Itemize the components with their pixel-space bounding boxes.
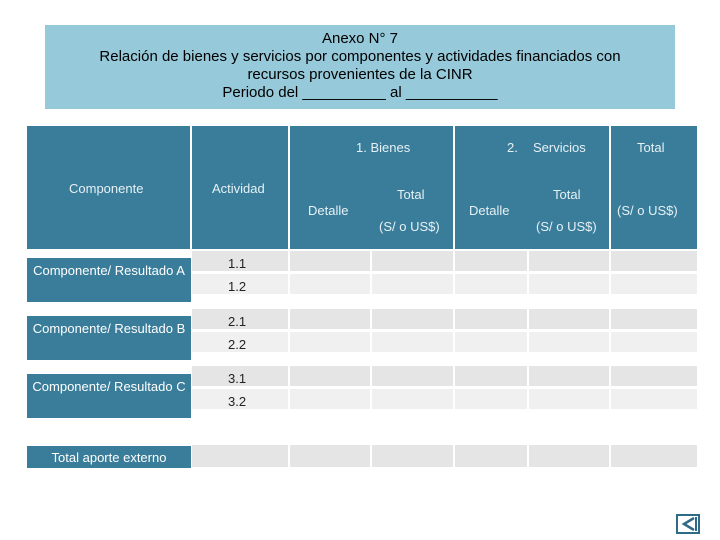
table-cell	[529, 332, 609, 352]
title-line-4: Periodo del __________ al ___________	[222, 84, 498, 101]
table-cell	[372, 309, 453, 329]
table-cell	[372, 366, 453, 386]
table-cell	[290, 309, 370, 329]
table-cell	[529, 309, 609, 329]
row-label-a: Componente/ Resultado A	[27, 258, 191, 302]
header-servicios-number: 2.	[507, 140, 518, 155]
header-servicios-total: Total	[553, 187, 581, 202]
table-cell	[372, 274, 453, 294]
header-total: Total	[637, 140, 665, 155]
header-actividad: Actividad	[212, 181, 265, 196]
back-arrow-icon[interactable]	[676, 514, 700, 534]
header-divider	[453, 126, 455, 249]
header-servicios-unit: (S/ o US$)	[536, 219, 597, 234]
activity-code: 1.1	[228, 256, 247, 271]
table-cell	[529, 274, 609, 294]
table-cell	[192, 332, 288, 352]
activity-code: 2.1	[228, 314, 247, 329]
table-cell	[611, 251, 697, 271]
table-cell	[529, 251, 609, 271]
table-cell	[192, 445, 288, 467]
table-cell	[290, 332, 370, 352]
table-cell	[192, 389, 288, 409]
activity-code: 3.2	[228, 394, 247, 409]
table-cell	[611, 389, 697, 409]
header-divider	[609, 126, 611, 249]
row-label-total: Total aporte externo	[27, 446, 191, 468]
table-cell	[192, 274, 288, 294]
table-header	[27, 126, 697, 249]
title-line-3: recursos provenientes de la CINR	[247, 66, 473, 83]
table-cell	[372, 251, 453, 271]
table-cell	[529, 389, 609, 409]
table-cell	[192, 366, 288, 386]
table-cell	[372, 389, 453, 409]
table-cell	[290, 274, 370, 294]
table-cell	[529, 366, 609, 386]
table-cell	[372, 332, 453, 352]
table-cell	[611, 309, 697, 329]
header-bienes-detalle: Detalle	[308, 203, 349, 218]
table-cell	[372, 445, 453, 467]
row-label-b: Componente/ Resultado B	[27, 316, 191, 360]
row-label-c: Componente/ Resultado C	[27, 374, 191, 418]
table-cell	[455, 274, 527, 294]
header-servicios: Servicios	[533, 140, 586, 155]
table-cell	[290, 445, 370, 467]
table-cell	[611, 366, 697, 386]
table-cell	[455, 309, 527, 329]
table-cell	[455, 445, 527, 467]
activity-code: 2.2	[228, 337, 247, 352]
table-cell	[290, 366, 370, 386]
header-total-unit: (S/ o US$)	[617, 203, 678, 218]
table-cell	[529, 445, 609, 467]
header-divider	[190, 126, 192, 249]
table-cell	[611, 332, 697, 352]
title-line-2: Relación de bienes y servicios por compo…	[99, 48, 621, 65]
table-cell	[290, 251, 370, 271]
header-divider	[288, 126, 290, 249]
table-cell	[290, 389, 370, 409]
header-servicios-detalle: Detalle	[469, 203, 510, 218]
header-bienes-total: Total	[397, 187, 425, 202]
activity-code: 3.1	[228, 371, 247, 386]
header-bienes: 1. Bienes	[356, 140, 411, 155]
table-cell	[611, 274, 697, 294]
table-cell	[192, 309, 288, 329]
table-cell	[192, 251, 288, 271]
header-bienes-unit: (S/ o US$)	[379, 219, 440, 234]
table-cell	[455, 251, 527, 271]
table-cell	[455, 389, 527, 409]
title-line-1: Anexo N° 7	[321, 30, 399, 47]
table-cell	[611, 445, 697, 467]
activity-code: 1.2	[228, 279, 247, 294]
table-cell	[455, 366, 527, 386]
table-cell	[455, 332, 527, 352]
document-title: Anexo N° 7 Relación de bienes y servicio…	[45, 25, 675, 109]
header-componente: Componente	[69, 181, 144, 196]
